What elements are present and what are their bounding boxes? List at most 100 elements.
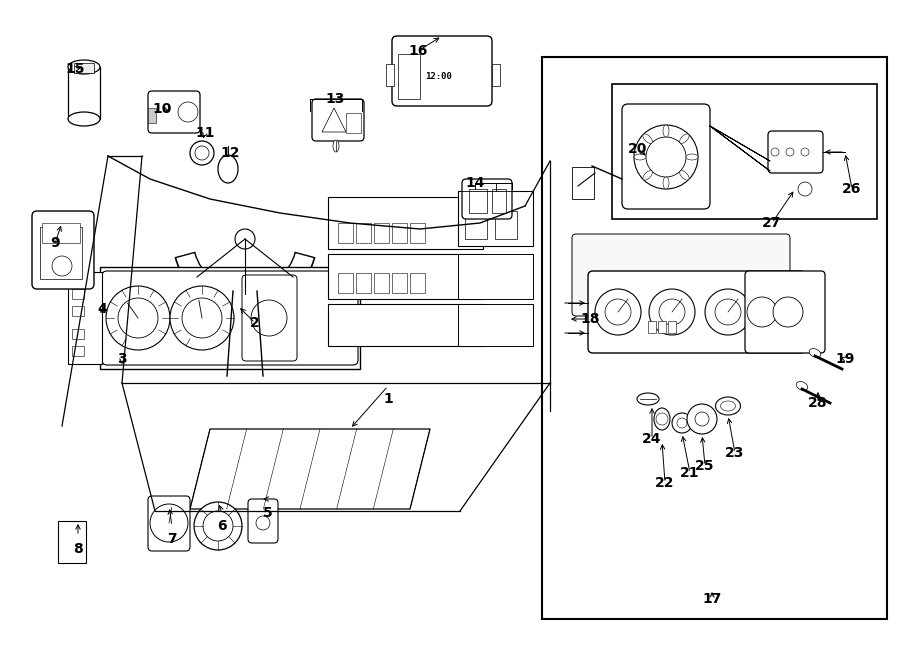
Bar: [752, 288, 797, 343]
Polygon shape: [190, 429, 430, 509]
Ellipse shape: [663, 177, 669, 189]
Text: 26: 26: [842, 182, 861, 196]
Circle shape: [747, 297, 777, 327]
Circle shape: [595, 289, 641, 335]
Text: 3: 3: [117, 352, 127, 366]
FancyBboxPatch shape: [242, 275, 297, 361]
Circle shape: [182, 298, 222, 338]
Bar: [356, 273, 371, 293]
Circle shape: [170, 286, 234, 350]
Circle shape: [677, 418, 687, 428]
Circle shape: [715, 299, 741, 325]
Text: 23: 23: [725, 446, 744, 460]
Bar: [42, 223, 80, 243]
FancyBboxPatch shape: [148, 496, 190, 551]
Bar: [100, 267, 360, 369]
Bar: [392, 273, 407, 293]
Circle shape: [695, 412, 709, 426]
FancyBboxPatch shape: [768, 131, 823, 173]
Text: 15: 15: [65, 62, 85, 76]
Circle shape: [118, 298, 158, 338]
Text: 2: 2: [250, 316, 260, 330]
Circle shape: [773, 297, 803, 327]
Circle shape: [178, 102, 198, 122]
Text: 21: 21: [680, 466, 700, 480]
Circle shape: [687, 404, 717, 434]
FancyBboxPatch shape: [32, 211, 94, 289]
Circle shape: [203, 511, 233, 541]
Text: 28: 28: [808, 396, 828, 410]
Text: 6: 6: [217, 519, 227, 533]
Text: 22: 22: [655, 476, 675, 490]
FancyBboxPatch shape: [622, 104, 710, 209]
FancyBboxPatch shape: [102, 271, 358, 365]
Circle shape: [52, 256, 72, 276]
Bar: [74, 63, 94, 73]
Bar: [40, 227, 82, 279]
Circle shape: [646, 137, 686, 177]
Bar: [492, 189, 506, 213]
Circle shape: [195, 146, 209, 160]
Circle shape: [251, 300, 287, 336]
Text: 24: 24: [643, 432, 662, 446]
Circle shape: [798, 182, 812, 196]
Text: 17: 17: [702, 592, 722, 606]
Ellipse shape: [68, 112, 100, 126]
Ellipse shape: [680, 171, 689, 180]
FancyBboxPatch shape: [588, 271, 806, 353]
Ellipse shape: [716, 397, 741, 415]
Ellipse shape: [796, 381, 807, 391]
Bar: [492, 64, 500, 86]
Ellipse shape: [686, 154, 698, 160]
Bar: [458, 191, 533, 246]
Circle shape: [106, 286, 170, 350]
Bar: [668, 321, 676, 333]
Bar: [328, 304, 483, 346]
Circle shape: [659, 299, 685, 325]
Bar: [410, 273, 425, 293]
Circle shape: [150, 504, 188, 542]
Text: 10: 10: [152, 102, 172, 116]
Text: 27: 27: [762, 216, 782, 230]
Circle shape: [605, 299, 631, 325]
Bar: [458, 304, 533, 346]
Bar: [356, 223, 371, 243]
Circle shape: [634, 125, 698, 189]
Bar: [148, 108, 156, 123]
Bar: [542, 57, 887, 619]
Bar: [572, 167, 594, 199]
Bar: [386, 64, 394, 86]
Bar: [495, 211, 517, 239]
Text: 9: 9: [50, 236, 59, 250]
Text: 4: 4: [97, 302, 107, 316]
Bar: [338, 223, 353, 243]
Text: 12: 12: [220, 146, 239, 160]
Ellipse shape: [333, 140, 339, 152]
Ellipse shape: [721, 401, 735, 411]
Ellipse shape: [68, 60, 100, 74]
Circle shape: [656, 413, 668, 425]
Ellipse shape: [643, 134, 652, 143]
Bar: [68, 67, 100, 119]
Bar: [469, 189, 487, 213]
Ellipse shape: [637, 393, 659, 405]
Bar: [658, 321, 666, 333]
Bar: [410, 223, 425, 243]
Bar: [374, 223, 389, 243]
Text: 1: 1: [383, 392, 393, 406]
Text: 25: 25: [695, 459, 715, 473]
Circle shape: [649, 289, 695, 335]
Ellipse shape: [634, 154, 646, 160]
FancyBboxPatch shape: [745, 271, 825, 353]
Text: 13: 13: [325, 92, 345, 106]
Text: 14: 14: [465, 176, 485, 190]
Bar: [346, 113, 361, 133]
FancyBboxPatch shape: [572, 234, 790, 316]
Bar: [72, 329, 84, 339]
Circle shape: [256, 516, 270, 530]
Text: 11: 11: [195, 126, 215, 140]
FancyBboxPatch shape: [392, 36, 492, 106]
Bar: [648, 321, 656, 333]
Bar: [328, 197, 483, 249]
Bar: [72, 306, 84, 316]
